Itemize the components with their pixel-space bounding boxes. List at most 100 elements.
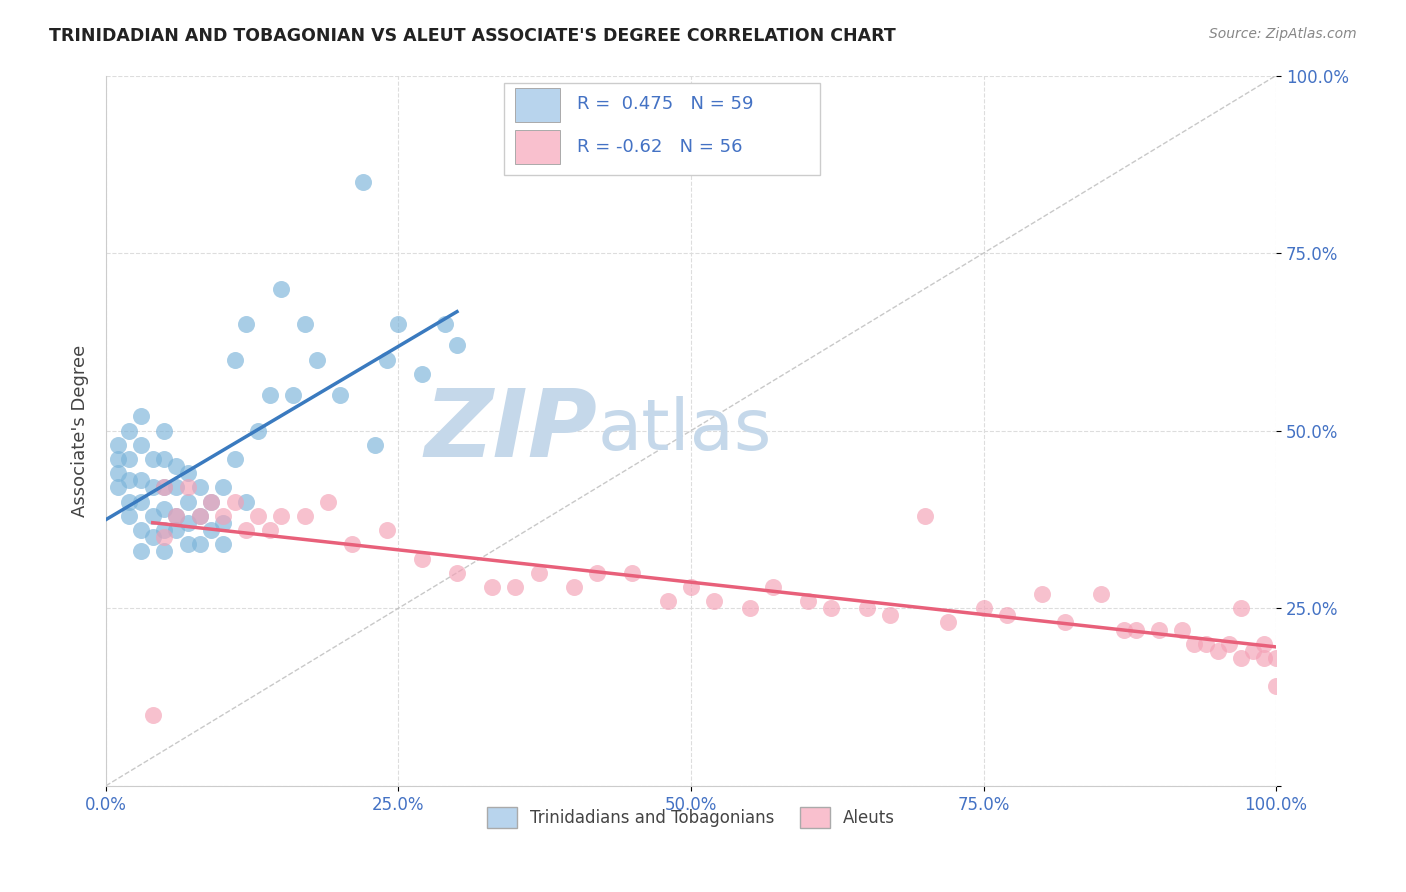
FancyBboxPatch shape — [503, 83, 820, 175]
Point — [1253, 651, 1275, 665]
Point — [1265, 651, 1288, 665]
Point — [118, 424, 141, 438]
Point — [142, 508, 165, 523]
Point — [153, 480, 176, 494]
Point — [142, 530, 165, 544]
Point — [235, 494, 257, 508]
Point — [259, 523, 281, 537]
Point — [797, 594, 820, 608]
Point — [247, 508, 270, 523]
Point — [562, 580, 585, 594]
Point — [224, 352, 246, 367]
Point — [820, 601, 842, 615]
Point — [505, 580, 527, 594]
Point — [411, 551, 433, 566]
Point — [914, 508, 936, 523]
Point — [375, 523, 398, 537]
Point — [281, 388, 304, 402]
FancyBboxPatch shape — [516, 87, 560, 121]
Text: R = -0.62   N = 56: R = -0.62 N = 56 — [578, 137, 742, 155]
Point — [938, 615, 960, 630]
Point — [434, 317, 457, 331]
Point — [1031, 587, 1053, 601]
Point — [1125, 623, 1147, 637]
Point — [1147, 623, 1170, 637]
Point — [177, 537, 200, 551]
Point — [1265, 679, 1288, 693]
Point — [316, 494, 339, 508]
Point — [1218, 637, 1240, 651]
Point — [153, 530, 176, 544]
Point — [855, 601, 877, 615]
Point — [129, 438, 152, 452]
Text: TRINIDADIAN AND TOBAGONIAN VS ALEUT ASSOCIATE'S DEGREE CORRELATION CHART: TRINIDADIAN AND TOBAGONIAN VS ALEUT ASSO… — [49, 27, 896, 45]
Point — [446, 566, 468, 580]
Point — [129, 474, 152, 488]
Point — [879, 608, 901, 623]
Point — [235, 317, 257, 331]
Point — [375, 352, 398, 367]
Point — [224, 494, 246, 508]
Point — [973, 601, 995, 615]
Point — [294, 317, 316, 331]
Point — [165, 508, 187, 523]
Point — [1253, 637, 1275, 651]
Point — [177, 494, 200, 508]
Point — [118, 452, 141, 467]
Point — [1182, 637, 1205, 651]
Point — [762, 580, 785, 594]
Point — [1112, 623, 1135, 637]
Point — [142, 480, 165, 494]
Point — [270, 508, 292, 523]
Y-axis label: Associate's Degree: Associate's Degree — [72, 344, 89, 516]
Point — [212, 537, 235, 551]
Point — [165, 523, 187, 537]
Point — [200, 523, 222, 537]
Point — [1090, 587, 1112, 601]
Point — [1230, 601, 1253, 615]
Point — [364, 438, 387, 452]
Point — [165, 480, 187, 494]
Point — [153, 544, 176, 558]
Point — [224, 452, 246, 467]
Point — [188, 508, 211, 523]
Point — [1054, 615, 1077, 630]
Legend: Trinidadians and Tobagonians, Aleuts: Trinidadians and Tobagonians, Aleuts — [481, 801, 901, 834]
Point — [153, 480, 176, 494]
Point — [129, 544, 152, 558]
Point — [165, 508, 187, 523]
Point — [107, 438, 129, 452]
Text: ZIP: ZIP — [425, 384, 598, 476]
Point — [703, 594, 725, 608]
Point — [657, 594, 679, 608]
Point — [188, 537, 211, 551]
Point — [235, 523, 257, 537]
Point — [1241, 644, 1264, 658]
Point — [995, 608, 1018, 623]
Point — [259, 388, 281, 402]
Point — [129, 523, 152, 537]
Point — [446, 338, 468, 352]
Point — [107, 452, 129, 467]
Text: Source: ZipAtlas.com: Source: ZipAtlas.com — [1209, 27, 1357, 41]
Point — [165, 459, 187, 474]
Point — [107, 480, 129, 494]
Point — [270, 282, 292, 296]
Point — [329, 388, 352, 402]
Point — [1230, 651, 1253, 665]
Text: R =  0.475   N = 59: R = 0.475 N = 59 — [578, 95, 754, 113]
Point — [294, 508, 316, 523]
Point — [1171, 623, 1194, 637]
Point — [177, 516, 200, 530]
Point — [153, 501, 176, 516]
Point — [1206, 644, 1229, 658]
Point — [247, 424, 270, 438]
Point — [1195, 637, 1218, 651]
Point — [153, 452, 176, 467]
Point — [177, 480, 200, 494]
Point — [411, 367, 433, 381]
Point — [352, 175, 374, 189]
Point — [212, 508, 235, 523]
Point — [107, 467, 129, 481]
Point — [305, 352, 328, 367]
